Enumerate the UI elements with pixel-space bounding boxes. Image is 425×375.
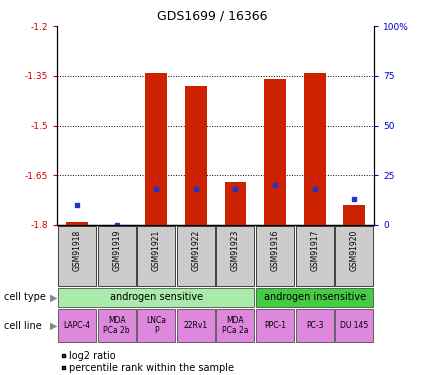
Text: GDS1699 / 16366: GDS1699 / 16366 (157, 9, 268, 22)
Text: GSM91918: GSM91918 (73, 230, 82, 271)
Text: ▶: ▶ (50, 321, 58, 331)
Bar (304, 73, 326, 225)
Bar (185, 86, 207, 225)
Text: LNCa
P: LNCa P (146, 316, 166, 335)
Text: cell line: cell line (4, 321, 42, 331)
FancyBboxPatch shape (296, 309, 334, 342)
FancyBboxPatch shape (137, 226, 176, 286)
Text: GSM91917: GSM91917 (310, 230, 319, 271)
FancyBboxPatch shape (256, 226, 294, 286)
Text: GSM91921: GSM91921 (152, 230, 161, 271)
FancyBboxPatch shape (177, 226, 215, 286)
FancyBboxPatch shape (216, 309, 255, 342)
FancyBboxPatch shape (98, 226, 136, 286)
Text: GSM91922: GSM91922 (191, 230, 201, 271)
Text: 22Rv1: 22Rv1 (184, 321, 208, 330)
Text: DU 145: DU 145 (340, 321, 368, 330)
Text: cell type: cell type (4, 292, 46, 302)
Text: androgen sensitive: androgen sensitive (110, 292, 203, 302)
Text: PPC-1: PPC-1 (264, 321, 286, 330)
Text: MDA
PCa 2a: MDA PCa 2a (222, 316, 249, 335)
Text: percentile rank within the sample: percentile rank within the sample (69, 363, 234, 373)
FancyBboxPatch shape (256, 309, 294, 342)
Text: androgen insensitive: androgen insensitive (264, 292, 366, 302)
Bar (66, 222, 88, 225)
FancyBboxPatch shape (256, 288, 373, 307)
FancyBboxPatch shape (58, 288, 255, 307)
Text: GSM91920: GSM91920 (350, 230, 359, 271)
FancyBboxPatch shape (58, 226, 96, 286)
Text: log2 ratio: log2 ratio (69, 351, 116, 361)
Text: MDA
PCa 2b: MDA PCa 2b (103, 316, 130, 335)
FancyBboxPatch shape (58, 309, 96, 342)
FancyBboxPatch shape (335, 226, 373, 286)
FancyBboxPatch shape (177, 309, 215, 342)
Text: PC-3: PC-3 (306, 321, 323, 330)
Bar (224, 182, 246, 225)
Text: GSM91916: GSM91916 (271, 230, 280, 271)
Bar (145, 73, 167, 225)
FancyBboxPatch shape (98, 309, 136, 342)
Bar (343, 205, 365, 225)
FancyBboxPatch shape (216, 226, 255, 286)
Text: GSM91919: GSM91919 (112, 230, 121, 271)
FancyBboxPatch shape (335, 309, 373, 342)
FancyBboxPatch shape (296, 226, 334, 286)
Bar (264, 79, 286, 225)
Text: ▶: ▶ (50, 292, 58, 302)
FancyBboxPatch shape (137, 309, 176, 342)
Text: GSM91923: GSM91923 (231, 230, 240, 271)
Text: LAPC-4: LAPC-4 (64, 321, 91, 330)
